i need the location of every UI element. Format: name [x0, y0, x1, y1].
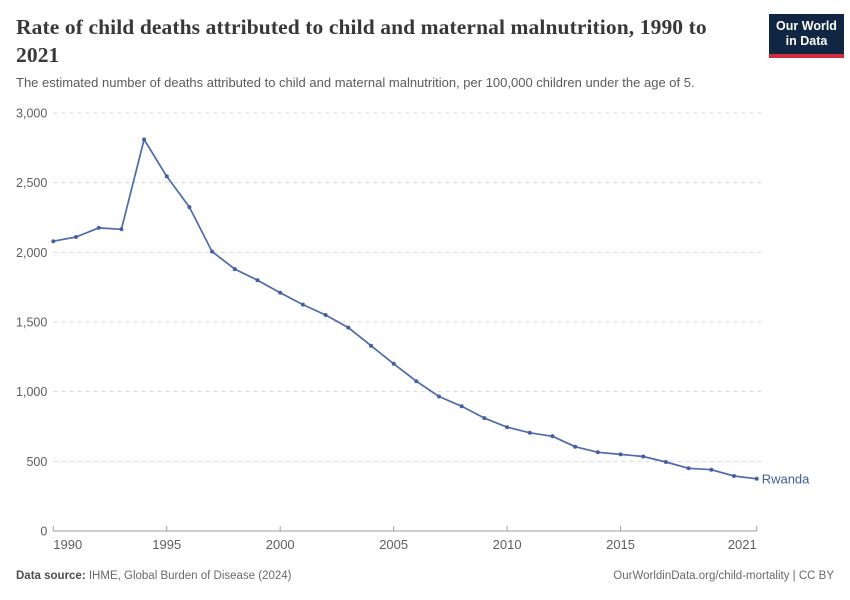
data-point[interactable]: [232, 267, 237, 272]
data-point[interactable]: [459, 404, 464, 409]
chart-subtitle: The estimated number of deaths attribute…: [16, 75, 695, 90]
owid-citation-link[interactable]: OurWorldinData.org/child-mortality | CC …: [613, 570, 834, 582]
x-tick-label: 1995: [152, 537, 181, 552]
data-point[interactable]: [74, 235, 78, 239]
x-tick-label: 2010: [493, 537, 522, 552]
data-point[interactable]: [709, 467, 714, 472]
owid-logo-line1: Our World: [776, 19, 837, 33]
data-point[interactable]: [663, 460, 668, 464]
data-point[interactable]: [96, 225, 101, 230]
data-point[interactable]: [618, 452, 623, 457]
data-point[interactable]: [505, 425, 510, 430]
data-point[interactable]: [255, 278, 260, 283]
data-point[interactable]: [323, 313, 328, 317]
owid-logo-line2: in Data: [785, 34, 828, 49]
data-point[interactable]: [414, 379, 419, 384]
y-tick-label: 1,000: [16, 385, 47, 399]
data-point[interactable]: [573, 444, 578, 449]
data-point[interactable]: [369, 343, 373, 348]
y-tick-label: 1,500: [16, 316, 47, 330]
data-point[interactable]: [346, 325, 351, 330]
data-point[interactable]: [278, 290, 283, 295]
data-point[interactable]: [51, 239, 56, 244]
data-point[interactable]: [686, 466, 691, 471]
data-point[interactable]: [754, 476, 759, 481]
x-tick-label: 1990: [53, 537, 82, 552]
data-point[interactable]: [732, 474, 736, 478]
x-tick-label: 2000: [266, 537, 295, 552]
y-tick-label: 500: [26, 455, 47, 469]
y-tick-label: 0: [40, 525, 47, 539]
y-tick-label: 2,000: [16, 246, 47, 260]
x-tick-label: 2021: [728, 537, 757, 552]
chart-footer: Data source: IHME, Global Burden of Dise…: [16, 566, 834, 586]
data-source-label: Data source:: [16, 570, 86, 582]
data-point[interactable]: [187, 205, 192, 210]
series-line-rwanda[interactable]: [52, 138, 758, 480]
page-title: Rate of child deaths attributed to child…: [16, 15, 707, 68]
x-tick-label: 2015: [606, 537, 635, 552]
data-point[interactable]: [300, 302, 305, 307]
data-source: Data source: IHME, Global Burden of Dise…: [16, 566, 292, 586]
data-point[interactable]: [142, 137, 147, 142]
data-point[interactable]: [482, 416, 487, 421]
data-point[interactable]: [164, 174, 169, 179]
data-point[interactable]: [437, 394, 441, 399]
data-point[interactable]: [527, 430, 532, 435]
data-point[interactable]: [119, 227, 124, 232]
data-point[interactable]: [641, 454, 646, 459]
data-point[interactable]: [550, 434, 555, 439]
data-point[interactable]: [595, 450, 600, 455]
owid-logo[interactable]: Our World in Data: [769, 14, 844, 58]
data-point[interactable]: [391, 361, 396, 366]
data-point[interactable]: [210, 249, 215, 254]
y-tick-label: 2,500: [16, 176, 47, 190]
y-tick-label: 3,000: [16, 107, 47, 121]
data-source-text: IHME, Global Burden of Disease (2024): [85, 570, 292, 582]
series-label-rwanda[interactable]: Rwanda: [762, 471, 810, 486]
x-tick-label: 2005: [379, 537, 408, 552]
